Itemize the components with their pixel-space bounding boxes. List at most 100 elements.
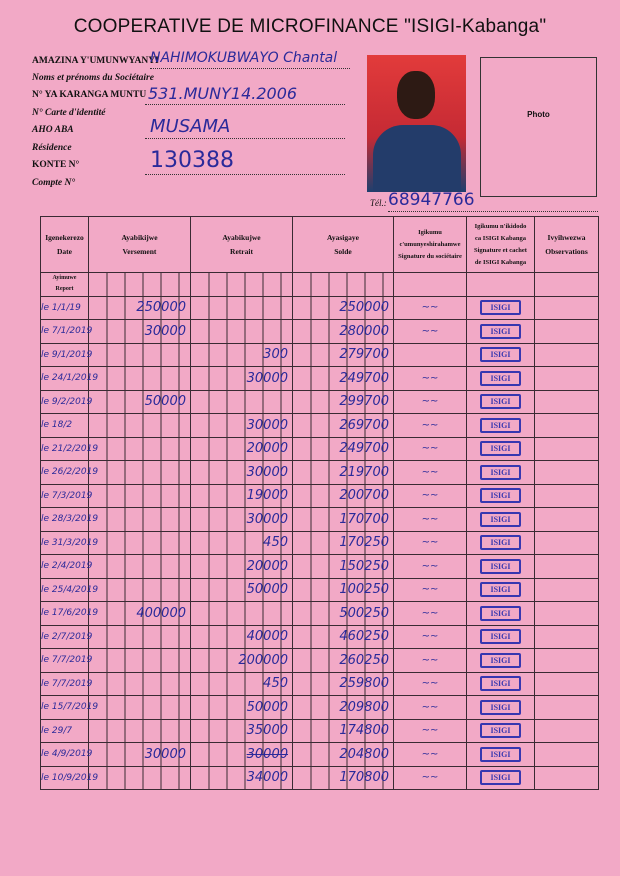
row-stamp: ISIGI bbox=[466, 601, 535, 626]
row-stamp: ISIGI bbox=[466, 295, 535, 320]
row-versement: 30000 bbox=[88, 742, 191, 767]
name-value: NAHIMOKUBWAYO Chantal bbox=[150, 50, 338, 66]
row-solde: 204800 bbox=[292, 742, 394, 767]
stamp-mark: ISIGI bbox=[480, 535, 521, 551]
table-row: le 4/9/2019 30000 30000 204800 ~~ ISIGI bbox=[40, 742, 599, 767]
row-versement bbox=[88, 648, 191, 673]
name-sublabel: Noms et prénoms du Sociétaire bbox=[32, 73, 154, 83]
row-date: le 26/2/2019 bbox=[40, 460, 98, 485]
table-row: le 2/4/2019 20000 150250 ~~ ISIGI bbox=[40, 554, 599, 579]
row-date: le 10/9/2019 bbox=[40, 765, 98, 790]
col-member-signature: Igikumu c'umunyeshirahamwe Signature du so… bbox=[393, 216, 467, 273]
row-stamp: ISIGI bbox=[466, 648, 535, 673]
stamp-mark: ISIGI bbox=[480, 370, 521, 386]
row-member-signature: ~~ bbox=[393, 436, 467, 461]
table-row: le 29/7 35000 174800 ~~ ISIGI bbox=[40, 718, 599, 743]
stamp-mark: ISIGI bbox=[480, 417, 521, 433]
row-retrait: 30000 bbox=[190, 507, 293, 532]
table-row: le 7/1/2019 30000 280000 ~~ ISIGI bbox=[40, 319, 599, 344]
row-date: le 17/6/2019 bbox=[40, 601, 98, 626]
row-date: le 7/3/2019 bbox=[40, 483, 92, 508]
row-observations bbox=[534, 342, 599, 367]
row-stamp: ISIGI bbox=[466, 319, 535, 344]
stamp-mark: ISIGI bbox=[480, 511, 521, 527]
table-row: le 15/7/2019 50000 209800 ~~ ISIGI bbox=[40, 695, 599, 720]
row-retrait: 35000 bbox=[190, 718, 293, 743]
account-label: KONTE N° bbox=[32, 160, 80, 170]
row-versement bbox=[88, 718, 191, 743]
document-title: COOPERATIVE DE MICROFINANCE "ISIGI-Kaban… bbox=[73, 16, 547, 37]
row-solde: 299700 bbox=[292, 389, 394, 414]
id-label: N° YA KARANGA MUNTU bbox=[32, 90, 147, 100]
tel-value: 68947766 bbox=[388, 190, 475, 210]
row-retrait: 200000 bbox=[190, 648, 293, 673]
stamp-mark: ISIGI bbox=[480, 464, 521, 480]
table-row: le 28/3/2019 30000 170700 ~~ ISIGI bbox=[40, 507, 599, 532]
row-observations bbox=[534, 413, 599, 438]
stamp-mark: ISIGI bbox=[480, 746, 521, 762]
row-date: le 25/4/2019 bbox=[40, 577, 98, 602]
row-date: le 9/1/2019 bbox=[40, 342, 92, 367]
row-date: le 21/2/2019 bbox=[40, 436, 98, 461]
row-member-signature: ~~ bbox=[393, 765, 467, 790]
row-member-signature: ~~ bbox=[393, 624, 467, 649]
row-versement: 400000 bbox=[88, 601, 191, 626]
stamp-mark: ISIGI bbox=[480, 300, 521, 316]
row-stamp: ISIGI bbox=[466, 718, 535, 743]
table-row: le 2/7/2019 40000 460250 ~~ ISIGI bbox=[40, 624, 599, 649]
row-date: le 4/9/2019 bbox=[40, 742, 92, 767]
row-versement bbox=[88, 554, 191, 579]
id-sublabel: N° Carte d'identité bbox=[32, 108, 106, 118]
row-retrait: 30000 bbox=[190, 742, 293, 767]
account-sublabel: Compte N° bbox=[32, 178, 76, 188]
stamp-mark: ISIGI bbox=[480, 723, 521, 739]
row-observations bbox=[534, 648, 599, 673]
stamp-mark: ISIGI bbox=[480, 488, 521, 504]
row-observations bbox=[534, 319, 599, 344]
row-versement: 30000 bbox=[88, 319, 191, 344]
stamp-mark: ISIGI bbox=[480, 652, 521, 668]
row-solde: 280000 bbox=[292, 319, 394, 344]
residence-label: AHO ABA bbox=[32, 125, 74, 135]
row-versement: 50000 bbox=[88, 389, 191, 414]
row-solde: 250000 bbox=[292, 295, 394, 320]
row-member-signature: ~~ bbox=[393, 319, 467, 344]
row-member-signature: ~~ bbox=[393, 530, 467, 555]
row-solde: 170800 bbox=[292, 765, 394, 790]
table-row: le 10/9/2019 34000 170800 ~~ ISIGI bbox=[40, 765, 599, 790]
row-versement bbox=[88, 483, 191, 508]
row-date: le 7/7/2019 bbox=[40, 648, 92, 673]
row-date: le 28/3/2019 bbox=[40, 507, 98, 532]
row-solde: 460250 bbox=[292, 624, 394, 649]
row-member-signature bbox=[393, 342, 467, 367]
row-versement: 250000 bbox=[88, 295, 191, 320]
row-member-signature: ~~ bbox=[393, 295, 467, 320]
row-solde: 174800 bbox=[292, 718, 394, 743]
table-row: le 1/1/19 250000 250000 ~~ ISIGI bbox=[40, 295, 599, 320]
name-label: AMAZINA Y'UMUNWYANYI bbox=[32, 56, 159, 66]
table-row: le 9/2/2019 50000 299700 ~~ ISIGI bbox=[40, 389, 599, 414]
row-versement bbox=[88, 765, 191, 790]
row-solde: 279700 bbox=[292, 342, 394, 367]
row-versement bbox=[88, 695, 191, 720]
stamp-mark: ISIGI bbox=[480, 605, 521, 621]
table-row: le 24/1/2019 30000 249700 ~~ ISIGI bbox=[40, 366, 599, 391]
row-observations bbox=[534, 389, 599, 414]
row-versement bbox=[88, 342, 191, 367]
row-solde: 260250 bbox=[292, 648, 394, 673]
row-retrait: 20000 bbox=[190, 554, 293, 579]
row-date: le 18/2 bbox=[40, 413, 89, 438]
table-header: Igenekerezo Date Ayabikijwe Versement Ayab… bbox=[40, 216, 599, 273]
row-observations bbox=[534, 483, 599, 508]
row-observations bbox=[534, 695, 599, 720]
row-retrait bbox=[190, 295, 293, 320]
row-retrait bbox=[190, 389, 293, 414]
row-observations bbox=[534, 624, 599, 649]
row-observations bbox=[534, 507, 599, 532]
row-stamp: ISIGI bbox=[466, 742, 535, 767]
col-observations: Ivyihwezwa Observations bbox=[534, 216, 599, 273]
row-versement bbox=[88, 530, 191, 555]
table-row: le 9/1/2019 300 279700 ISIGI bbox=[40, 342, 599, 367]
row-observations bbox=[534, 436, 599, 461]
row-solde: 170700 bbox=[292, 507, 394, 532]
